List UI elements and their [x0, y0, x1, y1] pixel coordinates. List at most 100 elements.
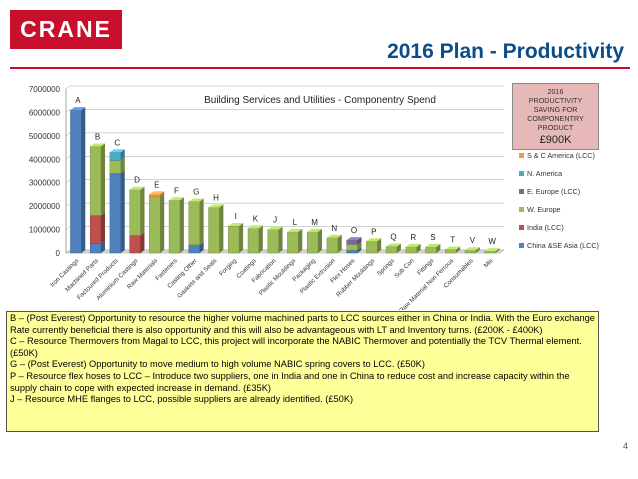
bar-letter-label: J — [273, 216, 277, 225]
bar-top — [267, 226, 283, 230]
title-divider — [10, 67, 630, 69]
bar-top — [484, 248, 500, 252]
y-tick-label: 2000000 — [29, 202, 61, 211]
bar-top — [307, 228, 323, 232]
bar-segment — [405, 246, 417, 254]
bar-segment — [346, 249, 358, 254]
bar-side — [298, 228, 303, 253]
bar-side — [396, 243, 401, 253]
bar-letter-label: P — [371, 227, 376, 236]
bar-segment — [445, 249, 457, 254]
bar-letter-label: W — [488, 237, 496, 246]
productivity-saving-label: 2016 PRODUCTIVITY SAVING FOR COMPONENTRY… — [527, 87, 584, 132]
crane-logo: CRANE — [10, 10, 122, 49]
legend-swatch — [519, 189, 524, 194]
productivity-saving-value: £900K — [539, 134, 572, 146]
gridline-diag — [65, 132, 71, 137]
gridline-diag — [65, 249, 71, 254]
bar-side — [160, 193, 165, 253]
bar-segment — [168, 200, 181, 254]
bar-side — [140, 186, 145, 236]
legend-swatch — [519, 153, 524, 158]
bar-letter-label: B — [95, 132, 100, 141]
bar-segment — [129, 189, 141, 236]
legend-label: S & C America (LCC) — [527, 151, 595, 160]
bar-letter-label: G — [193, 187, 199, 196]
bar-segment — [228, 225, 240, 254]
bar-top — [90, 143, 106, 147]
bar-top — [366, 238, 382, 242]
note-b: B – (Post Everest) Opportunity to resour… — [10, 313, 595, 335]
bar-side — [120, 157, 125, 174]
bar-letter-label: S — [430, 233, 435, 242]
x-tick-label: Sub Con — [393, 257, 416, 280]
bar-side — [160, 191, 165, 197]
bar-segment — [188, 244, 200, 254]
bar-side — [377, 238, 382, 253]
gridline-diag — [65, 226, 71, 230]
note-j: J – Resource MHE flanges to LCC, possibl… — [10, 394, 354, 405]
bar-segment — [188, 201, 200, 246]
bar-top — [326, 234, 342, 238]
bar-segment — [109, 173, 121, 254]
bar-segment — [70, 109, 82, 254]
y-tick-label: 0 — [56, 249, 61, 258]
legend-swatch — [519, 243, 524, 248]
bar-top — [169, 197, 184, 201]
bar-side — [199, 198, 204, 245]
notes-panel: B – (Post Everest) Opportunity to resour… — [6, 311, 599, 432]
bar-side — [101, 212, 106, 244]
legend-label: W. Europe — [527, 205, 561, 214]
bar-segment — [208, 207, 220, 254]
gridline-diag — [65, 179, 71, 183]
bar-top — [464, 247, 480, 251]
legend-swatch — [519, 207, 524, 212]
y-tick-label: 3000000 — [29, 179, 61, 188]
bar-top — [129, 186, 145, 190]
bar-letter-label: R — [410, 233, 416, 242]
bar-top — [445, 246, 461, 250]
bar-segment — [464, 249, 477, 254]
bar-top — [425, 243, 441, 247]
bar-side — [219, 204, 224, 253]
bar-top — [149, 191, 165, 195]
bar-segment — [149, 196, 161, 254]
bar-segment — [129, 235, 141, 254]
y-tick-label: 1000000 — [29, 226, 61, 235]
legend-label: N. America — [527, 169, 562, 178]
bar-top — [188, 198, 204, 202]
bar-segment — [326, 237, 338, 254]
bar-segment — [306, 231, 319, 254]
bar-top — [346, 237, 362, 241]
bar-side — [239, 223, 244, 253]
bar-top — [247, 225, 263, 229]
bar-side — [140, 232, 145, 253]
bar-side — [357, 237, 362, 245]
bar-top — [70, 107, 86, 111]
bar-segment — [149, 194, 161, 197]
bar-letter-label: T — [450, 235, 455, 244]
bar-side — [357, 241, 362, 251]
bar-segment — [89, 243, 102, 254]
bar-top — [287, 228, 303, 232]
bar-segment — [346, 239, 358, 245]
chart-title: Building Services and Utilities - Compon… — [204, 95, 436, 106]
page-number: 4 — [622, 441, 628, 451]
bar-segment — [89, 146, 102, 216]
bar-segment — [484, 250, 496, 254]
logo-text: CRANE — [20, 16, 112, 42]
legend-swatch — [519, 171, 524, 176]
bar-letter-label: L — [293, 218, 298, 227]
y-tick-label: 6000000 — [29, 108, 61, 117]
bar-side — [120, 149, 125, 161]
bar-segment — [346, 244, 358, 251]
componentry-spend-chart: 0 1000000 2000000 3000000 4000000 5000000 6000… — [29, 85, 599, 310]
bar-top — [109, 149, 125, 153]
page-title: 2016 Plan - Productivity — [387, 40, 624, 63]
bar-top — [405, 243, 421, 247]
legend-label: India (LCC) — [527, 223, 564, 232]
bar-letter-label: K — [253, 214, 259, 223]
bar-letter-label: I — [235, 212, 237, 221]
bar-letter-label: Q — [390, 232, 396, 241]
bar-side — [81, 107, 86, 253]
